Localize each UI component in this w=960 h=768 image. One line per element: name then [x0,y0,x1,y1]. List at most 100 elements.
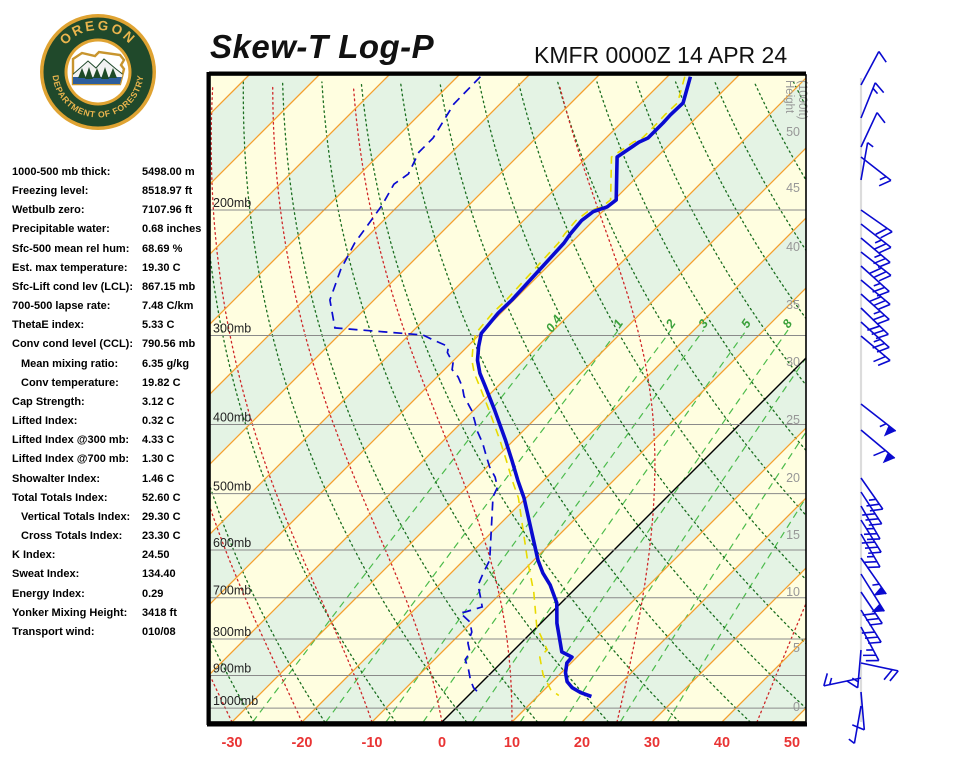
stat-row: Total Totals Index: 52.60 C [12,492,207,508]
wind-barb [860,251,892,282]
isotherm [210,75,740,605]
stat-row: Conv cond level (CCL): 790.56 mb [12,338,207,354]
stat-value: 8518.97 ft [142,185,193,198]
isotherm [371,287,806,722]
stat-value: 0.32 C [142,415,175,428]
wind-barb [860,491,883,526]
height-label: 15 [786,528,800,542]
wind-barb [860,112,886,148]
stat-row: Transport wind: 010/08 [12,626,207,642]
isotherm [210,75,600,465]
stats-sidebar: 1000-500 mb thick: 5498.00 m Freezing leve… [0,0,205,768]
wind-barb-column [823,50,899,745]
stat-value: 867.15 mb [142,280,196,293]
height-label: 40 [786,240,800,254]
stat-row: Energy Index: 0.29 [12,588,207,604]
chart-border [209,74,807,723]
stat-label: Lifted Index @300 mb: [12,434,130,447]
isotherm [210,75,320,185]
mixing-ratio-line [519,329,789,722]
isotherm [581,497,806,722]
wind-barb [860,209,893,239]
stat-value: 19.82 C [142,376,181,389]
dry-adiabat [833,82,960,722]
height-label: 0 [793,700,800,714]
wind-barb [860,141,874,181]
stat-value: 3418 ft [142,606,177,619]
dry-adiabat [242,81,468,722]
stat-label: Lifted Index: [12,415,78,428]
stat-value: 3.12 C [142,395,175,408]
isotherm [210,75,460,325]
stat-label: Cross Totals Index: [21,530,123,543]
wind-barb [860,573,885,613]
wind-barb [860,156,892,187]
wind-barb [860,626,880,662]
stat-row: ThetaE index: 5.33 C [12,319,207,335]
pressure-label: 600mb [213,536,251,550]
stat-value: 790.56 mb [142,338,196,351]
zero-isotherm [441,357,806,722]
stat-value: 5.33 C [142,319,175,332]
temp-axis-tick: 10 [504,735,520,751]
stat-label: Sfc-Lift cond lev (LCL): [12,280,133,293]
stat-label: Total Totals Index: [12,491,108,504]
height-axis-title-units: (1000ft) [796,80,808,120]
stat-label: Mean mixing ratio: [21,357,119,370]
stat-value: 52.60 C [142,491,181,504]
mixing-ratio-line [666,496,806,722]
stat-label: Wetbulb zero: [12,204,85,217]
wind-barb [860,403,897,437]
moist-adiabat [12,86,92,722]
stat-row: K Index: 24.50 [12,549,207,565]
isotherm [651,567,806,722]
moist-adiabat [272,85,443,722]
stat-row: Cross Totals Index: 23.30 C [12,530,207,546]
isotherm [0,75,179,722]
stat-value: 0.29 [142,587,164,600]
stat-row: 1000-500 mb thick: 5498.00 m [12,166,207,182]
stat-label: Sfc-500 mean rel hum: [12,242,130,255]
stat-value: 134.40 [142,568,176,581]
temp-axis-tick: 20 [574,735,590,751]
stat-value: 4.33 C [142,434,175,447]
wind-barb [860,429,896,464]
temp-axis-tick: 50 [784,735,800,751]
wind-barb [860,335,891,367]
stat-label: Transport wind: [12,625,95,638]
stat-row: Lifted Index @300 mb: 4.33 C [12,434,207,450]
moist-adiabat [352,85,513,722]
stat-row: Wetbulb zero: 7107.96 ft [12,204,207,220]
wind-barb [860,591,883,626]
stat-row: Cap Strength: 3.12 C [12,396,207,412]
stat-row: Lifted Index: 0.32 C [12,415,207,431]
pressure-label: 800mb [213,625,251,639]
stat-label: Energy Index: [12,587,85,600]
isotherm [210,75,670,535]
isotherm [210,77,806,675]
temp-axis-tick: 40 [714,735,730,751]
isotherm [210,75,390,255]
stat-row: Vertical Totals Index: 29.30 C [12,511,207,527]
stat-label: K Index: [12,549,56,562]
mixing-ratio-line [472,329,747,722]
dry-adiabat [321,81,610,722]
height-label: 20 [786,471,800,485]
stat-label: Yonker Mixing Height: [12,606,128,619]
stat-value: 19.30 C [142,261,181,274]
mixing-ratio-line [385,329,672,722]
wind-barb [860,533,881,569]
stat-label: Sweat Index: [12,568,80,581]
wind-barb [860,82,885,119]
stat-label: Vertical Totals Index: [21,510,131,523]
stat-row: 700-500 lapse rate: 7.48 C/km [12,300,207,316]
stat-value: 24.50 [142,549,170,562]
stat-row: Mean mixing ratio: 6.35 g/kg [12,358,207,374]
stat-row: Freezing level: 8518.97 ft [12,185,207,201]
pressure-label: 500mb [213,480,251,494]
stat-label: 1000-500 mb thick: [12,166,111,178]
moist-adiabat [0,86,22,722]
stat-value: 1.46 C [142,472,175,485]
stat-row: Sfc-Lift cond lev (LCL): 867.15 mb [12,281,207,297]
